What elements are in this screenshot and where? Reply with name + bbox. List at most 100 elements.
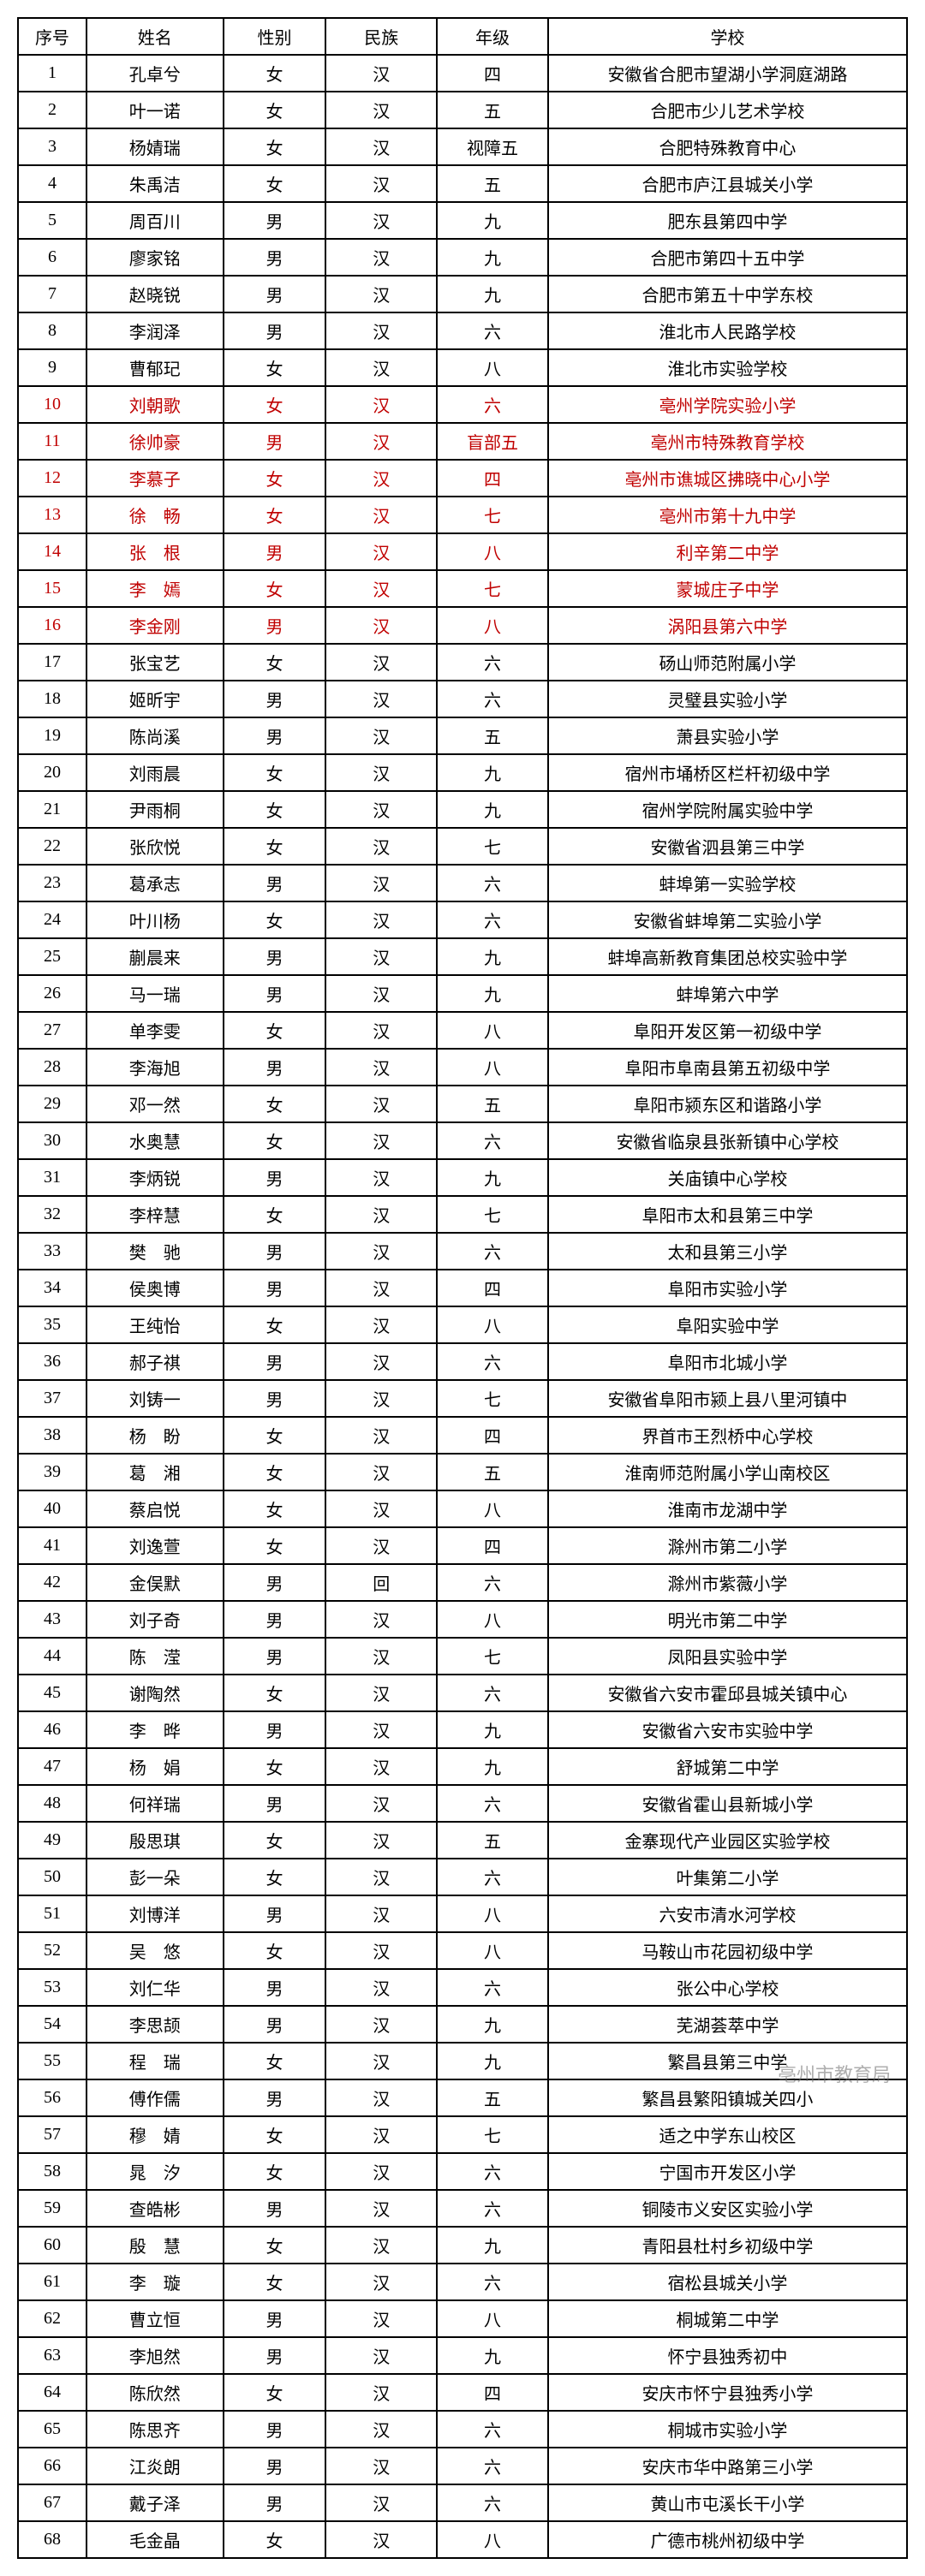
cell-seq: 61 — [18, 2264, 87, 2300]
cell-name: 刘博洋 — [87, 1895, 224, 1932]
cell-seq: 58 — [18, 2153, 87, 2190]
cell-grade: 六 — [437, 1122, 548, 1159]
cell-seq: 29 — [18, 1086, 87, 1122]
cell-grade: 四 — [437, 460, 548, 497]
cell-seq: 33 — [18, 1233, 87, 1270]
cell-ethnic: 汉 — [325, 1196, 437, 1233]
cell-ethnic: 汉 — [325, 423, 437, 460]
cell-school: 蚌埠第一实验学校 — [548, 865, 907, 901]
cell-gender: 女 — [224, 349, 326, 386]
cell-grade: 五 — [437, 92, 548, 128]
cell-grade: 七 — [437, 1638, 548, 1675]
cell-gender: 女 — [224, 2374, 326, 2411]
table-row: 14张 根男汉八利辛第二中学 — [18, 533, 907, 570]
cell-gender: 男 — [224, 2484, 326, 2521]
cell-grade: 九 — [437, 791, 548, 828]
cell-name: 李旭然 — [87, 2337, 224, 2374]
cell-gender: 女 — [224, 1675, 326, 1711]
cell-seq: 56 — [18, 2079, 87, 2116]
table-row: 10刘朝歌女汉六亳州学院实验小学 — [18, 386, 907, 423]
cell-name: 赵晓锐 — [87, 276, 224, 312]
cell-school: 叶集第二小学 — [548, 1859, 907, 1895]
cell-grade: 六 — [437, 1675, 548, 1711]
cell-ethnic: 汉 — [325, 1270, 437, 1306]
table-row: 54李思颉男汉九芜湖荟萃中学 — [18, 2006, 907, 2043]
header-name: 姓名 — [87, 18, 224, 55]
cell-gender: 女 — [224, 386, 326, 423]
cell-name: 李 璇 — [87, 2264, 224, 2300]
cell-gender: 男 — [224, 1270, 326, 1306]
cell-gender: 女 — [224, 901, 326, 938]
cell-seq: 59 — [18, 2190, 87, 2227]
table-row: 25蒯晨来男汉九蚌埠高新教育集团总校实验中学 — [18, 938, 907, 975]
cell-seq: 42 — [18, 1564, 87, 1601]
cell-ethnic: 汉 — [325, 644, 437, 681]
table-row: 63李旭然男汉九怀宁县独秀初中 — [18, 2337, 907, 2374]
cell-seq: 44 — [18, 1638, 87, 1675]
cell-school: 阜阳实验中学 — [548, 1306, 907, 1343]
table-row: 5周百川男汉九肥东县第四中学 — [18, 202, 907, 239]
cell-seq: 36 — [18, 1343, 87, 1380]
cell-ethnic: 汉 — [325, 1527, 437, 1564]
cell-ethnic: 汉 — [325, 497, 437, 533]
cell-ethnic: 汉 — [325, 1417, 437, 1454]
cell-seq: 6 — [18, 239, 87, 276]
cell-name: 水奥慧 — [87, 1122, 224, 1159]
cell-grade: 五 — [437, 1454, 548, 1490]
cell-school: 灵璧县实验小学 — [548, 681, 907, 717]
cell-grade: 六 — [437, 1564, 548, 1601]
table-row: 65陈思齐男汉六桐城市实验小学 — [18, 2411, 907, 2448]
cell-ethnic: 汉 — [325, 1306, 437, 1343]
table-row: 29邓一然女汉五阜阳市颍东区和谐路小学 — [18, 1086, 907, 1122]
cell-seq: 7 — [18, 276, 87, 312]
cell-ethnic: 汉 — [325, 865, 437, 901]
cell-grade: 六 — [437, 1233, 548, 1270]
table-row: 35王纯怡女汉八阜阳实验中学 — [18, 1306, 907, 1343]
cell-grade: 六 — [437, 681, 548, 717]
cell-grade: 九 — [437, 2043, 548, 2079]
cell-grade: 九 — [437, 202, 548, 239]
cell-gender: 男 — [224, 423, 326, 460]
table-row: 9曹郁玘女汉八淮北市实验学校 — [18, 349, 907, 386]
table-row: 32李梓慧女汉七阜阳市太和县第三中学 — [18, 1196, 907, 1233]
cell-name: 查皓彬 — [87, 2190, 224, 2227]
cell-gender: 男 — [224, 1159, 326, 1196]
cell-seq: 25 — [18, 938, 87, 975]
table-row: 18姬昕宇男汉六灵璧县实验小学 — [18, 681, 907, 717]
table-row: 13徐 畅女汉七亳州市第十九中学 — [18, 497, 907, 533]
cell-grade: 六 — [437, 1785, 548, 1822]
cell-ethnic: 汉 — [325, 276, 437, 312]
cell-grade: 六 — [437, 644, 548, 681]
cell-school: 凤阳县实验中学 — [548, 1638, 907, 1675]
cell-name: 单李雯 — [87, 1012, 224, 1049]
cell-ethnic: 汉 — [325, 386, 437, 423]
cell-seq: 49 — [18, 1822, 87, 1859]
cell-name: 杨 盼 — [87, 1417, 224, 1454]
cell-ethnic: 汉 — [325, 55, 437, 92]
cell-seq: 11 — [18, 423, 87, 460]
header-school: 学校 — [548, 18, 907, 55]
cell-gender: 女 — [224, 2043, 326, 2079]
cell-name: 晁 汐 — [87, 2153, 224, 2190]
cell-grade: 九 — [437, 975, 548, 1012]
cell-ethnic: 汉 — [325, 2448, 437, 2484]
cell-gender: 男 — [224, 717, 326, 754]
cell-gender: 男 — [224, 2006, 326, 2043]
cell-school: 淮北市实验学校 — [548, 349, 907, 386]
table-row: 37刘铸一男汉七安徽省阜阳市颍上县八里河镇中 — [18, 1380, 907, 1417]
cell-name: 李炳锐 — [87, 1159, 224, 1196]
cell-seq: 3 — [18, 128, 87, 165]
table-row: 19陈尚溪男汉五萧县实验小学 — [18, 717, 907, 754]
cell-name: 李思颉 — [87, 2006, 224, 2043]
cell-name: 蔡启悦 — [87, 1490, 224, 1527]
cell-school: 淮南师范附属小学山南校区 — [548, 1454, 907, 1490]
cell-grade: 八 — [437, 1490, 548, 1527]
cell-ethnic: 回 — [325, 1564, 437, 1601]
table-row: 64陈欣然女汉四安庆市怀宁县独秀小学 — [18, 2374, 907, 2411]
cell-grade: 四 — [437, 1527, 548, 1564]
cell-school: 合肥市少儿艺术学校 — [548, 92, 907, 128]
cell-grade: 视障五 — [437, 128, 548, 165]
cell-gender: 女 — [224, 1932, 326, 1969]
cell-school: 界首市王烈桥中心学校 — [548, 1417, 907, 1454]
cell-seq: 2 — [18, 92, 87, 128]
